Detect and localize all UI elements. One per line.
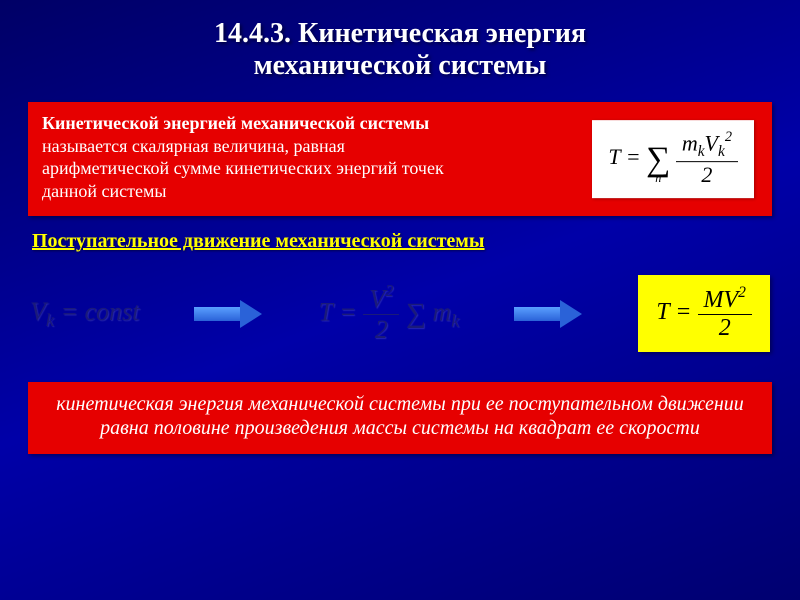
arrow-icon [514,300,584,328]
formula-lhs: T [608,144,620,169]
sigma-symbol: ∑n [646,146,670,173]
sigma-icon: ∑ [406,303,426,325]
step2-lhs: T [319,297,333,326]
conclusion-text: кинетическая энергия механической систем… [42,392,758,440]
arrow-icon [194,300,264,328]
flow-step-2: T = V2 2 ∑ mk [319,283,460,346]
definition-body: называется скалярная величина, равная ар… [42,136,444,201]
result-formula: T = MV2 2 [638,275,770,352]
step2-den: 2 [363,315,399,345]
definition-box: Кинетической энергией механической систе… [28,102,772,216]
result-num: MV2 [698,285,752,315]
subheading: Поступательное движение механической сис… [32,230,800,253]
result-lhs: T [656,299,669,325]
sigma-sub: n [655,174,661,184]
formula-eq: = [626,144,641,169]
page-title: 14.4.3. Кинетическая энергия механическо… [0,0,800,94]
result-frac: MV2 2 [698,285,752,342]
title-line-2: механической системы [254,50,547,81]
conclusion-box: кинетическая энергия механической систем… [28,382,772,454]
step2-num: V2 [363,283,399,316]
definition-term: Кинетической энергией механической систе… [42,113,429,133]
result-den: 2 [698,315,752,342]
formula-fraction: mkVk2 2 [676,131,738,189]
step2-frac: V2 2 [363,283,399,346]
derivation-flow: Vk = const T = V2 2 ∑ mk T = MV2 2 [0,261,800,366]
title-line-1: 14.4.3. Кинетическая энергия [214,18,586,49]
definition-formula: T = ∑n mkVk2 2 [592,121,754,199]
definition-text: Кинетической энергией механической систе… [42,112,472,202]
frac-num: mkVk2 [676,131,738,163]
flow-step-1: Vk = const [30,297,139,331]
frac-den: 2 [676,162,738,188]
